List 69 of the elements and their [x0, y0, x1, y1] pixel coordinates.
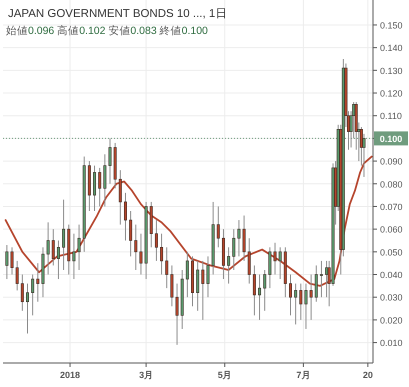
y-tick-label: 0.100 — [380, 134, 402, 144]
candlestick — [288, 274, 292, 316]
y-tick-label: 0.050 — [380, 247, 403, 258]
candlestick — [263, 269, 266, 312]
text: JAPAN GOVERNMENT BONDS 10 ..., 1日 — [8, 7, 228, 20]
candlestick — [320, 260, 323, 298]
y-tick-label: 0.010 — [380, 338, 403, 348]
y-tick-label: 0.060 — [380, 224, 403, 235]
candlestick — [124, 192, 127, 241]
candlestick — [258, 274, 262, 320]
candlestick — [118, 170, 122, 226]
text: 始値0.096 高値0.102 安値0.083 終値0.100 — [6, 24, 208, 37]
candlestick — [232, 228, 236, 270]
candlestick — [154, 220, 158, 262]
x-tick-label: 3月 — [139, 370, 154, 380]
candlestick — [5, 244, 8, 280]
y-tick-label: 0.070 — [380, 202, 403, 212]
candlestick — [170, 264, 174, 307]
candlestick — [26, 283, 29, 334]
y-tick-label: 0.150 — [380, 20, 403, 30]
candlestick — [274, 242, 277, 276]
candlestick — [165, 246, 168, 289]
candlestick — [93, 165, 96, 212]
x-tick-label: 20 — [362, 370, 373, 380]
candlestick — [176, 283, 179, 346]
candlestick — [20, 274, 24, 312]
candlestick — [196, 260, 200, 312]
y-tick-label: 0.110 — [380, 111, 402, 122]
candlestick — [10, 246, 14, 276]
candlestick — [278, 246, 282, 280]
candlestick — [134, 224, 138, 270]
x-tick-label: 7月 — [296, 370, 310, 380]
candlestick — [46, 222, 50, 276]
candlestick — [304, 283, 308, 330]
candlestick — [129, 210, 132, 257]
y-tick-label: 0.040 — [380, 270, 403, 280]
candlestick — [78, 224, 81, 270]
candlestick — [56, 240, 60, 280]
candlestick — [252, 264, 256, 316]
candlestick — [299, 283, 302, 320]
y-tick-label: 0.140 — [380, 43, 403, 54]
x-tick-label: 5月 — [218, 370, 232, 380]
candlestick — [16, 260, 19, 291]
candlestick — [248, 238, 251, 284]
candlestick — [268, 246, 272, 289]
candlestick — [103, 154, 106, 207]
y-tick-label: 0.090 — [380, 156, 403, 167]
candlestick — [242, 215, 246, 262]
candlestick — [108, 138, 112, 184]
candlestick — [237, 220, 240, 257]
x-tick-label: 2018 — [60, 370, 80, 380]
y-tick-label: 0.120 — [380, 88, 403, 99]
candlestick — [216, 206, 220, 248]
y-tick-label: 0.130 — [380, 66, 403, 76]
candlestick — [314, 264, 318, 302]
candlestick — [52, 228, 55, 266]
candlestick — [186, 251, 189, 298]
candlestick — [62, 199, 66, 270]
candlestick — [294, 283, 298, 325]
candlestick — [31, 274, 34, 316]
candlestick — [160, 233, 164, 276]
candlestick — [139, 233, 142, 276]
candlestick — [72, 233, 76, 280]
candlestick — [98, 167, 102, 207]
y-tick-label: 0.020 — [380, 315, 403, 326]
y-tick-label: 0.080 — [380, 179, 403, 190]
candlestick — [227, 246, 230, 284]
candlestick — [206, 256, 210, 298]
y-tick-label: 0.030 — [380, 292, 403, 303]
